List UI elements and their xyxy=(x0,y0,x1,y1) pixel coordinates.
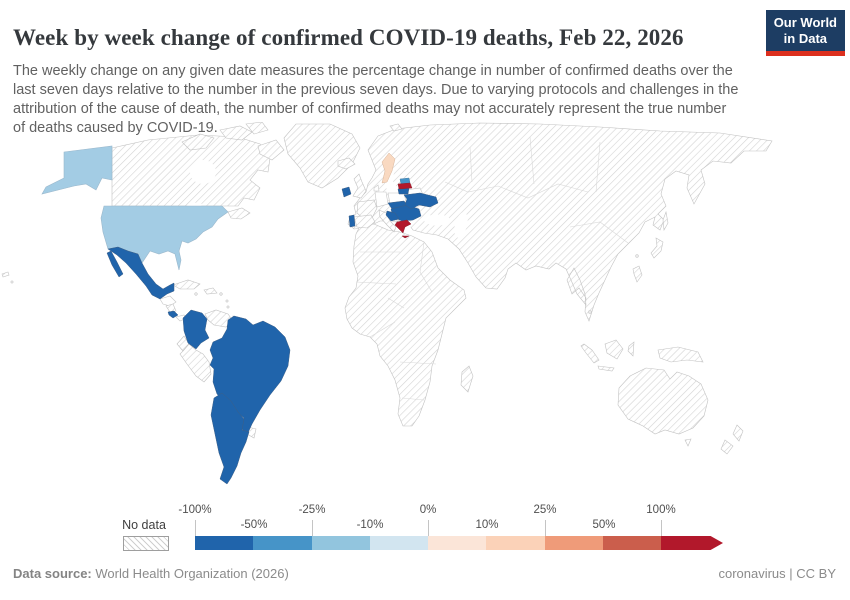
data-source: Data source: World Health Organization (… xyxy=(13,566,289,581)
caribbean-islands[interactable] xyxy=(225,299,229,303)
caribbean-islands[interactable] xyxy=(219,292,223,296)
no-data-landmasses[interactable] xyxy=(1,121,773,455)
country-japan[interactable] xyxy=(650,237,664,259)
country-greenland[interactable] xyxy=(283,123,361,189)
legend-no-data-swatch[interactable] xyxy=(123,536,169,551)
sakhalin[interactable] xyxy=(662,210,669,231)
country-spain[interactable] xyxy=(353,214,376,229)
country-philippines[interactable] xyxy=(632,265,643,283)
legend-tick-label: -25% xyxy=(298,504,326,516)
owid-logo-line2: in Data xyxy=(783,31,828,46)
borneo[interactable] xyxy=(604,339,624,360)
legend-bin[interactable] xyxy=(195,536,254,550)
country-mexico[interactable] xyxy=(107,246,175,300)
legend-tick-line xyxy=(428,520,429,536)
country-iceland[interactable] xyxy=(337,157,356,170)
country-sri-lanka[interactable] xyxy=(588,310,592,314)
legend-bin[interactable] xyxy=(369,536,428,550)
country-france[interactable] xyxy=(356,199,378,221)
black-sea xyxy=(424,214,450,226)
pacific-islands xyxy=(10,280,14,284)
page-title: Week by week change of confirmed COVID-1… xyxy=(13,25,684,51)
country-ukraine[interactable] xyxy=(403,192,439,210)
legend-no-data-label: No data xyxy=(122,518,166,532)
owid-logo[interactable]: Our World in Data xyxy=(765,10,845,56)
country-greece-crete[interactable] xyxy=(401,235,410,239)
data-source-value: World Health Organization (2026) xyxy=(91,566,289,581)
country-new-zealand[interactable] xyxy=(732,424,744,442)
new-guinea[interactable] xyxy=(657,346,704,363)
data-source-label: Data source: xyxy=(13,566,92,581)
country-peru[interactable] xyxy=(179,343,212,383)
pacific-islands xyxy=(1,271,10,278)
legend-tick-label: 50% xyxy=(592,519,616,531)
chart-footer: Data source: World Health Organization (… xyxy=(13,566,836,581)
country-australia[interactable] xyxy=(617,367,709,435)
map-legend: No data -100% -25% 0% 25% 100% -50% -10%… xyxy=(0,500,850,556)
legend-tick-label: -100% xyxy=(178,504,212,516)
legend-color-bar[interactable] xyxy=(195,536,723,550)
legend-bin[interactable] xyxy=(253,536,312,550)
country-costa-rica[interactable] xyxy=(167,310,179,319)
legend-tick-line xyxy=(195,520,196,536)
arctic-islands[interactable] xyxy=(219,125,253,141)
caspian-sea xyxy=(454,212,468,238)
legend-arrow[interactable] xyxy=(661,536,723,550)
caribbean-islands[interactable] xyxy=(194,292,198,296)
country-borders xyxy=(355,136,629,401)
legend-tick-label: 0% xyxy=(419,504,437,516)
world-map-svg[interactable] xyxy=(0,121,850,504)
country-sweden[interactable] xyxy=(381,152,396,184)
legend-bin[interactable] xyxy=(428,536,487,550)
country-argentina-chile[interactable] xyxy=(210,392,250,485)
colored-countries[interactable] xyxy=(41,145,439,485)
legend-bin[interactable] xyxy=(486,536,545,550)
country-taiwan[interactable] xyxy=(635,254,639,258)
country-portugal[interactable] xyxy=(348,214,356,228)
country-alaska[interactable] xyxy=(41,145,113,195)
country-latvia[interactable] xyxy=(397,182,413,190)
caribbean-islands[interactable] xyxy=(226,305,230,309)
canada-maritimes[interactable] xyxy=(227,207,251,220)
legend-bin[interactable] xyxy=(544,536,603,550)
baja-california[interactable] xyxy=(106,250,124,278)
country-cuba[interactable] xyxy=(172,279,201,290)
arctic-islands[interactable] xyxy=(181,133,215,151)
legend-tick-line xyxy=(545,520,546,536)
java[interactable] xyxy=(597,365,615,372)
country-colombia[interactable] xyxy=(182,309,210,350)
country-new-zealand[interactable] xyxy=(720,439,734,455)
arctic-islands[interactable] xyxy=(245,121,269,135)
owid-logo-line1: Our World xyxy=(773,15,837,30)
tasmania[interactable] xyxy=(684,438,692,447)
legend-tick-label: -10% xyxy=(356,519,384,531)
country-nicaragua[interactable] xyxy=(165,303,177,313)
country-united-kingdom[interactable] xyxy=(352,173,367,199)
svalbard[interactable] xyxy=(389,123,403,132)
africa-landmass[interactable] xyxy=(344,223,467,427)
country-croatia[interactable] xyxy=(385,210,400,222)
legend-tick-line xyxy=(312,520,313,536)
sumatra[interactable] xyxy=(580,343,600,364)
sulawesi[interactable] xyxy=(627,341,635,357)
country-united-states[interactable] xyxy=(100,205,229,271)
legend-tick-label: -50% xyxy=(240,519,268,531)
arctic-islands[interactable] xyxy=(257,139,285,161)
legend-bin[interactable] xyxy=(311,536,370,550)
country-germany[interactable] xyxy=(374,191,389,208)
country-greece[interactable] xyxy=(394,219,412,234)
country-denmark[interactable] xyxy=(373,184,380,192)
country-ireland[interactable] xyxy=(341,186,352,198)
chart-subtitle: The weekly change on any given date meas… xyxy=(13,62,739,136)
legend-tick-label: 25% xyxy=(533,504,557,516)
hudson-bay xyxy=(190,160,216,184)
country-madagascar[interactable] xyxy=(460,365,474,393)
legend-tick-line xyxy=(661,520,662,536)
legend-tick-label: 100% xyxy=(646,504,676,516)
country-hispaniola[interactable] xyxy=(203,287,218,295)
legend-tick-label: 10% xyxy=(475,519,499,531)
license-link[interactable]: coronavirus | CC BY xyxy=(718,566,836,581)
world-choropleth-map[interactable] xyxy=(0,121,850,504)
legend-bin[interactable] xyxy=(602,536,661,550)
